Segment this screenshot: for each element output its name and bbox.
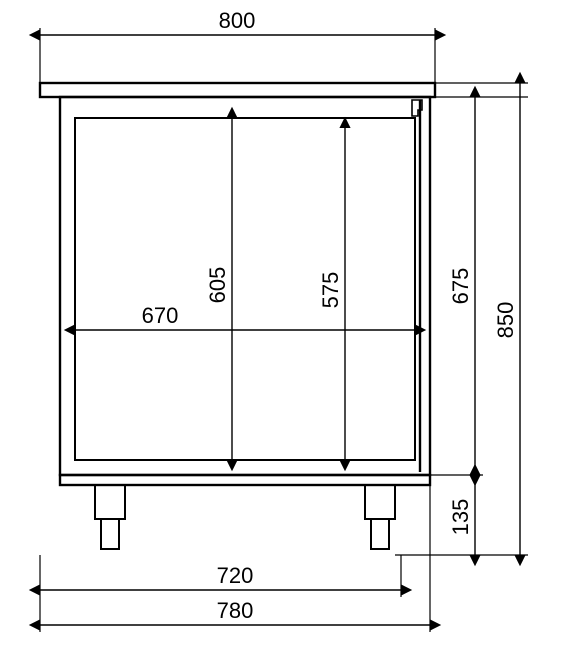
dimension-850: 850 <box>493 83 520 555</box>
dimension-720: 720 <box>40 563 401 590</box>
dimension-675: 675 <box>448 97 475 475</box>
dim-label-575: 575 <box>318 272 343 309</box>
dim-label-720: 720 <box>217 563 254 588</box>
drawing-canvas: 800 670 605 575 675 850 135 720 780 <box>0 0 563 645</box>
dim-label-675: 675 <box>448 268 473 305</box>
dim-label-135: 135 <box>448 499 473 536</box>
dim-label-780: 780 <box>217 598 254 623</box>
dimension-670: 670 <box>75 303 415 330</box>
object-outline <box>40 83 435 549</box>
dim-label-605: 605 <box>205 267 230 304</box>
dimension-605: 605 <box>205 118 232 460</box>
dimension-780: 780 <box>40 598 430 625</box>
dim-label-670: 670 <box>142 303 179 328</box>
dim-label-800: 800 <box>219 8 256 33</box>
dimension-800: 800 <box>40 8 435 35</box>
dimension-575: 575 <box>318 128 345 460</box>
dim-label-850: 850 <box>493 302 518 339</box>
dimension-135: 135 <box>448 475 475 555</box>
technical-drawing-svg: 800 670 605 575 675 850 135 720 780 <box>0 0 563 645</box>
